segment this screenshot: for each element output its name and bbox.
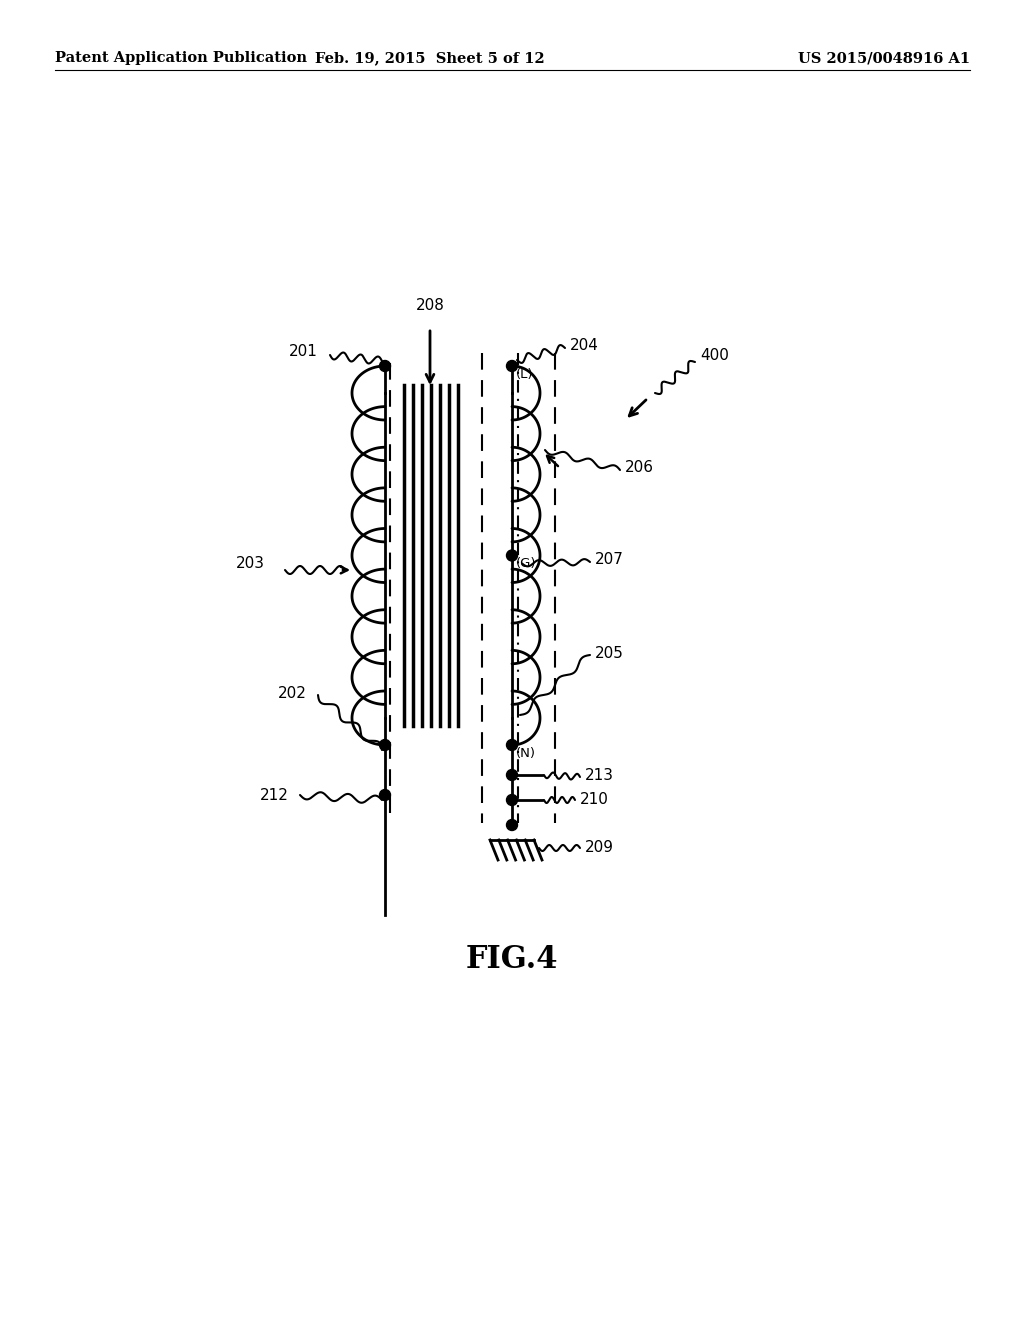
Text: 202: 202 (279, 685, 307, 701)
Text: 212: 212 (260, 788, 289, 803)
Text: 201: 201 (289, 343, 318, 359)
Circle shape (380, 789, 390, 800)
Circle shape (380, 739, 390, 751)
Text: 205: 205 (595, 645, 624, 660)
Text: 400: 400 (700, 347, 729, 363)
Circle shape (507, 360, 517, 371)
Text: 209: 209 (585, 841, 614, 855)
Text: US 2015/0048916 A1: US 2015/0048916 A1 (798, 51, 970, 65)
Circle shape (507, 820, 517, 830)
Text: Feb. 19, 2015  Sheet 5 of 12: Feb. 19, 2015 Sheet 5 of 12 (315, 51, 545, 65)
Circle shape (507, 770, 517, 780)
Circle shape (380, 360, 390, 371)
Text: FIG.4: FIG.4 (466, 945, 558, 975)
Text: 210: 210 (580, 792, 609, 808)
Text: 213: 213 (585, 767, 614, 783)
Text: (L): (L) (516, 368, 534, 381)
Text: 207: 207 (595, 553, 624, 568)
Text: 208: 208 (416, 298, 444, 313)
Text: 206: 206 (625, 459, 654, 474)
Text: 203: 203 (236, 556, 265, 570)
Text: Patent Application Publication: Patent Application Publication (55, 51, 307, 65)
Text: 204: 204 (570, 338, 599, 352)
Text: (G): (G) (516, 557, 537, 570)
Circle shape (507, 550, 517, 561)
Circle shape (507, 739, 517, 751)
Text: (N): (N) (516, 747, 536, 760)
Circle shape (507, 795, 517, 805)
